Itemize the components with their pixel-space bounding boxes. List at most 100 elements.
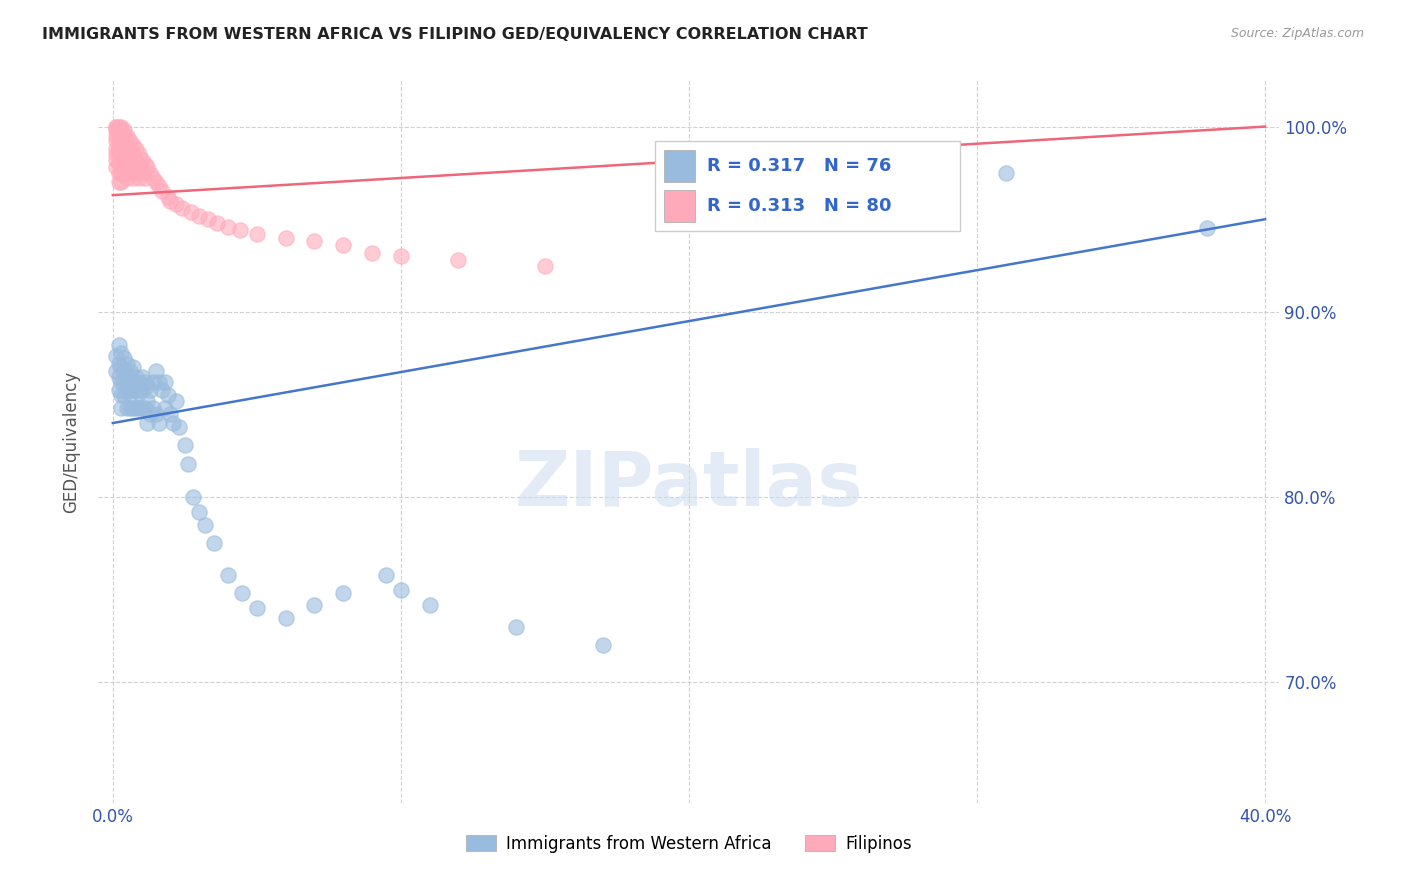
Point <box>145 364 167 378</box>
Point <box>104 349 127 363</box>
Point <box>125 369 148 384</box>
Point <box>107 142 129 156</box>
Point <box>107 120 129 134</box>
Point <box>120 376 142 390</box>
Point <box>505 620 527 634</box>
Point <box>107 147 129 161</box>
Point <box>170 201 193 215</box>
Point <box>165 197 187 211</box>
Text: Source: ZipAtlas.com: Source: ZipAtlas.com <box>1230 27 1364 40</box>
Point <box>104 123 127 137</box>
Point <box>136 393 159 408</box>
Point <box>110 360 132 375</box>
Text: R = 0.317   N = 76: R = 0.317 N = 76 <box>707 157 891 175</box>
Point <box>122 161 145 175</box>
Point <box>125 166 148 180</box>
Point <box>231 586 253 600</box>
Point <box>139 407 162 421</box>
Point <box>202 536 225 550</box>
Point <box>389 582 412 597</box>
Point <box>110 388 132 402</box>
Point <box>110 123 132 137</box>
Point <box>125 401 148 416</box>
Point <box>110 175 132 189</box>
Point <box>128 147 150 161</box>
Point <box>188 505 211 519</box>
Point <box>122 147 145 161</box>
Point <box>332 586 354 600</box>
Point <box>128 386 150 401</box>
Point <box>115 357 138 371</box>
Point <box>205 216 228 230</box>
Point <box>107 128 129 143</box>
Point <box>217 219 239 234</box>
Y-axis label: GED/Equivalency: GED/Equivalency <box>62 370 80 513</box>
FancyBboxPatch shape <box>655 142 960 231</box>
Point <box>136 379 159 393</box>
Point <box>122 376 145 390</box>
Point <box>122 171 145 186</box>
Point <box>112 388 135 402</box>
Point <box>153 376 176 390</box>
Point <box>104 120 127 134</box>
Point <box>112 138 135 153</box>
Point <box>115 401 138 416</box>
Point <box>165 393 187 408</box>
Point <box>375 568 398 582</box>
Point <box>173 438 195 452</box>
Point <box>134 401 156 416</box>
Bar <box>665 191 695 222</box>
Point <box>112 156 135 170</box>
Point <box>110 376 132 390</box>
Point <box>107 123 129 137</box>
Point <box>125 153 148 167</box>
Point <box>136 416 159 430</box>
Point <box>274 231 297 245</box>
Point <box>156 388 179 402</box>
Point <box>447 252 470 267</box>
Point <box>115 383 138 397</box>
Point <box>110 142 132 156</box>
Point <box>131 369 153 384</box>
Point <box>107 166 129 180</box>
Point <box>128 401 150 416</box>
Point <box>1197 221 1219 235</box>
Point <box>128 156 150 170</box>
Point <box>131 383 153 397</box>
Point <box>110 166 132 180</box>
Text: IMMIGRANTS FROM WESTERN AFRICA VS FILIPINO GED/EQUIVALENCY CORRELATION CHART: IMMIGRANTS FROM WESTERN AFRICA VS FILIPI… <box>42 27 868 42</box>
Point <box>156 190 179 204</box>
Point <box>115 138 138 153</box>
Point <box>139 166 162 180</box>
Point <box>112 147 135 161</box>
Point <box>150 185 173 199</box>
Point <box>361 245 384 260</box>
Point <box>534 259 557 273</box>
Point <box>153 401 176 416</box>
Point <box>110 156 132 170</box>
Point <box>134 171 156 186</box>
Point <box>104 147 127 161</box>
Point <box>110 345 132 359</box>
Point <box>183 490 205 504</box>
Point <box>142 171 165 186</box>
Point <box>142 376 165 390</box>
Point <box>148 178 170 193</box>
Point <box>180 204 202 219</box>
Point <box>167 419 190 434</box>
Point <box>104 120 127 134</box>
Point <box>131 166 153 180</box>
Point <box>592 638 614 652</box>
Point <box>125 142 148 156</box>
Point <box>131 153 153 167</box>
Point <box>134 376 156 390</box>
Point <box>188 209 211 223</box>
Point <box>107 175 129 189</box>
Point <box>107 135 129 149</box>
Point <box>122 401 145 416</box>
Point <box>110 128 132 143</box>
Point <box>159 407 181 421</box>
Point <box>122 383 145 397</box>
Point <box>110 120 132 134</box>
Point <box>197 212 219 227</box>
